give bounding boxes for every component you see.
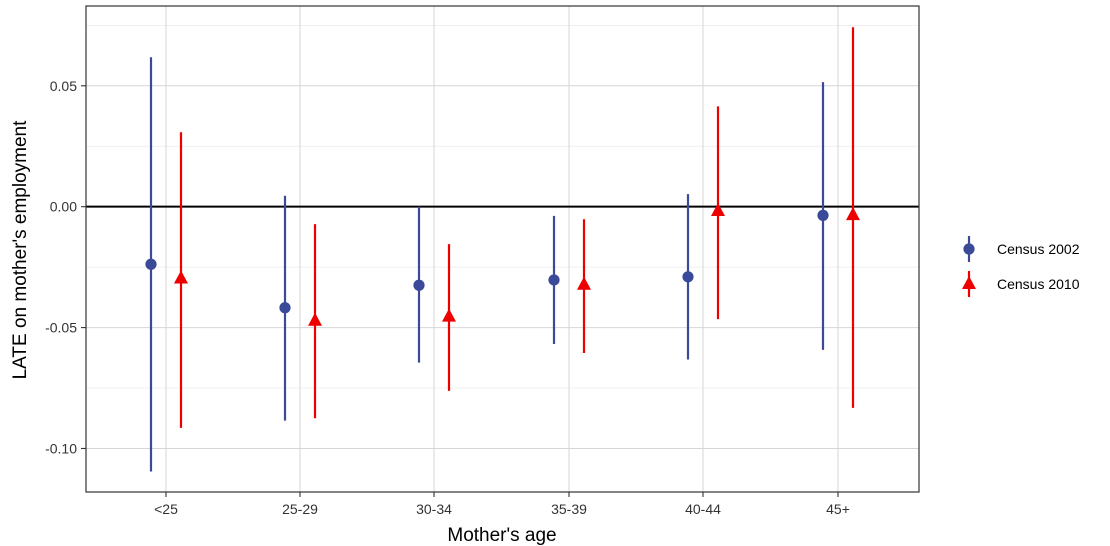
y-tick-label: 0.05 bbox=[50, 78, 77, 94]
point-estimate-circle bbox=[413, 279, 425, 291]
panel-background bbox=[86, 6, 919, 492]
point-estimate-triangle bbox=[846, 207, 860, 221]
point-estimate-triangle bbox=[577, 276, 591, 290]
data-series bbox=[145, 27, 860, 472]
x-axis-title: Mother's age bbox=[447, 525, 556, 546]
point-estimate-circle bbox=[817, 209, 829, 221]
series-census-2010 bbox=[174, 27, 860, 428]
point-estimate-circle bbox=[548, 274, 560, 286]
point-estimate-circle bbox=[682, 271, 694, 283]
legend-label: Census 2010 bbox=[997, 276, 1080, 292]
legend-label: Census 2002 bbox=[997, 241, 1080, 257]
y-tick-label: -0.10 bbox=[45, 440, 77, 456]
x-tick-label: 25-29 bbox=[282, 501, 318, 517]
y-axis-title: LATE on mother's employment bbox=[10, 120, 31, 380]
point-estimate-triangle bbox=[711, 202, 725, 216]
legend: Census 2002 Census 2010 bbox=[962, 236, 1080, 297]
x-axis: <25 25-29 30-34 35-39 40-44 45+ bbox=[154, 492, 850, 517]
x-tick-label: 45+ bbox=[826, 501, 850, 517]
y-axis: 0.05 0.00 -0.05 -0.10 bbox=[45, 78, 86, 456]
point-estimate-triangle bbox=[308, 312, 322, 326]
legend-item-census-2002: Census 2002 bbox=[963, 236, 1080, 262]
point-estimate-circle bbox=[279, 302, 291, 314]
y-tick-label: -0.05 bbox=[45, 320, 77, 336]
x-tick-label: <25 bbox=[154, 501, 178, 517]
x-tick-label: 30-34 bbox=[416, 501, 452, 517]
legend-item-census-2010: Census 2010 bbox=[962, 271, 1080, 297]
point-estimate-circle bbox=[145, 258, 157, 270]
x-tick-label: 40-44 bbox=[685, 501, 721, 517]
minor-gridlines bbox=[86, 24, 919, 389]
legend-key-triangle bbox=[962, 275, 976, 289]
panel-border bbox=[85, 5, 920, 493]
point-estimate-triangle bbox=[174, 270, 188, 284]
x-tick-label: 35-39 bbox=[551, 501, 587, 517]
legend-key-circle bbox=[963, 243, 975, 255]
y-tick-label: 0.00 bbox=[50, 199, 77, 215]
series-census-2002 bbox=[145, 57, 829, 472]
point-estimate-triangle bbox=[442, 308, 456, 322]
